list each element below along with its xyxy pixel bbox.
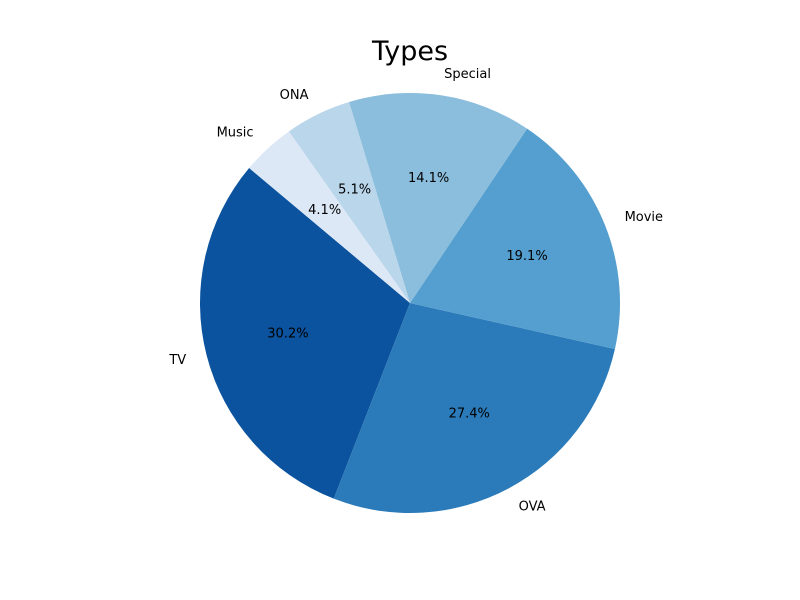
pct-label-special: 14.1% (408, 171, 449, 186)
pct-label-ova: 27.4% (449, 407, 490, 422)
pie-slice-special (349, 92, 528, 303)
pie-slice-ona (288, 102, 410, 303)
slice-label-movie: Movie (625, 210, 663, 225)
pct-label-movie: 19.1% (506, 249, 547, 264)
pct-label-music: 4.1% (308, 203, 341, 218)
chart-title: Types (371, 36, 449, 67)
slice-label-ona: ONA (280, 88, 309, 103)
pie-slice-movie (410, 128, 620, 349)
slice-label-special: Special (444, 67, 491, 82)
pct-label-tv: 30.2% (267, 327, 308, 342)
pct-label-ona: 5.1% (338, 182, 371, 197)
slice-label-music: Music (217, 126, 254, 141)
slice-label-tv: TV (168, 353, 186, 368)
pie-slice-music (249, 131, 410, 303)
pie-slices (200, 92, 620, 513)
pie-labels: TV 30.2% OVA 27.4% Movie 19.1% Special 14.1% ONA… (168, 67, 663, 514)
pie-slice-tv (200, 168, 410, 499)
pie-slice-ova (333, 303, 615, 513)
slice-label-ova: OVA (519, 499, 546, 514)
